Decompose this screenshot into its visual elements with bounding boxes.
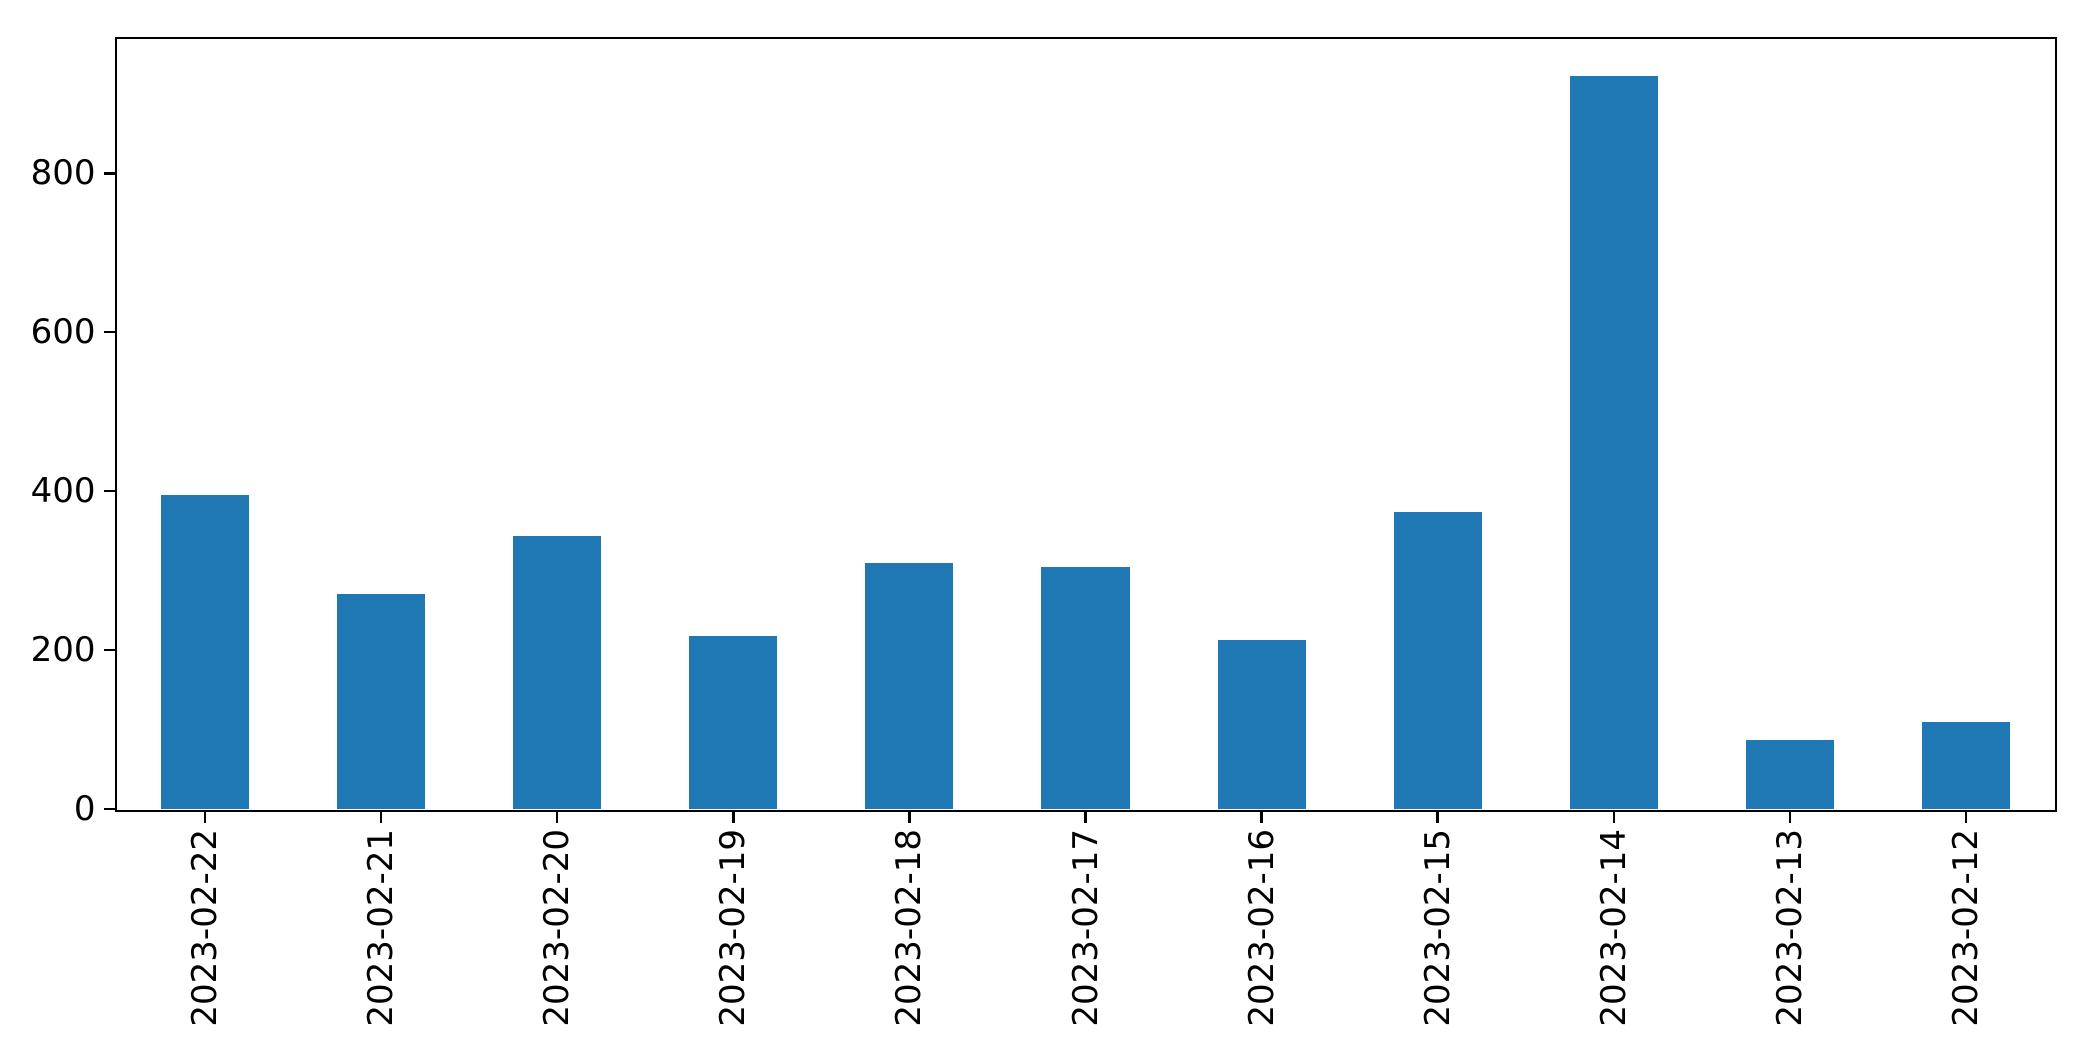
x-axis-tick — [1260, 811, 1263, 823]
x-axis-tick-label: 2023-02-17 — [1065, 828, 1106, 1027]
x-axis-tick — [1612, 811, 1616, 823]
x-axis-tick-label: 2023-02-13 — [1769, 828, 1810, 1027]
y-axis-tick — [103, 172, 115, 175]
y-axis-tick — [103, 489, 115, 493]
x-axis-tick — [1436, 811, 1439, 823]
bar — [1393, 511, 1482, 809]
x-axis-tick — [203, 811, 207, 823]
bar — [865, 562, 954, 809]
x-axis-tick — [379, 811, 383, 823]
bar — [337, 594, 426, 809]
y-axis-tick-label: 600 — [30, 312, 96, 353]
y-axis-tick-label: 400 — [30, 471, 96, 512]
x-axis-tick-label: 2023-02-16 — [1241, 828, 1282, 1027]
y-axis-tick — [103, 648, 115, 652]
plot-area — [114, 36, 2057, 812]
bar — [161, 495, 250, 809]
bar — [1217, 639, 1306, 809]
x-axis-tick-label: 2023-02-14 — [1593, 828, 1634, 1027]
bar — [1745, 739, 1834, 809]
bar — [513, 536, 602, 809]
y-axis-tick-label: 0 — [73, 789, 96, 829]
bar — [1921, 722, 2010, 809]
x-axis-tick — [555, 811, 559, 823]
bar — [1041, 567, 1130, 809]
x-axis-tick-label: 2023-02-20 — [537, 828, 578, 1027]
bar — [689, 635, 778, 809]
y-axis-tick-label: 800 — [30, 153, 96, 194]
bar — [1569, 76, 1658, 809]
x-axis-tick-label: 2023-02-19 — [713, 828, 754, 1027]
x-axis-tick-label: 2023-02-21 — [361, 828, 402, 1027]
y-axis-tick — [103, 330, 115, 334]
x-axis-tick — [1964, 811, 1968, 823]
x-axis-tick — [732, 811, 735, 823]
x-axis-tick — [908, 811, 911, 823]
y-axis-tick — [103, 807, 115, 811]
x-axis-tick — [1788, 811, 1792, 823]
x-axis-tick-label: 2023-02-22 — [185, 828, 226, 1027]
y-axis-tick-label: 200 — [30, 630, 96, 671]
x-axis-tick-label: 2023-02-18 — [889, 828, 930, 1027]
x-axis-tick-label: 2023-02-15 — [1417, 828, 1458, 1027]
x-axis-tick-label: 2023-02-12 — [1945, 828, 1986, 1027]
x-axis-tick — [1084, 811, 1087, 823]
